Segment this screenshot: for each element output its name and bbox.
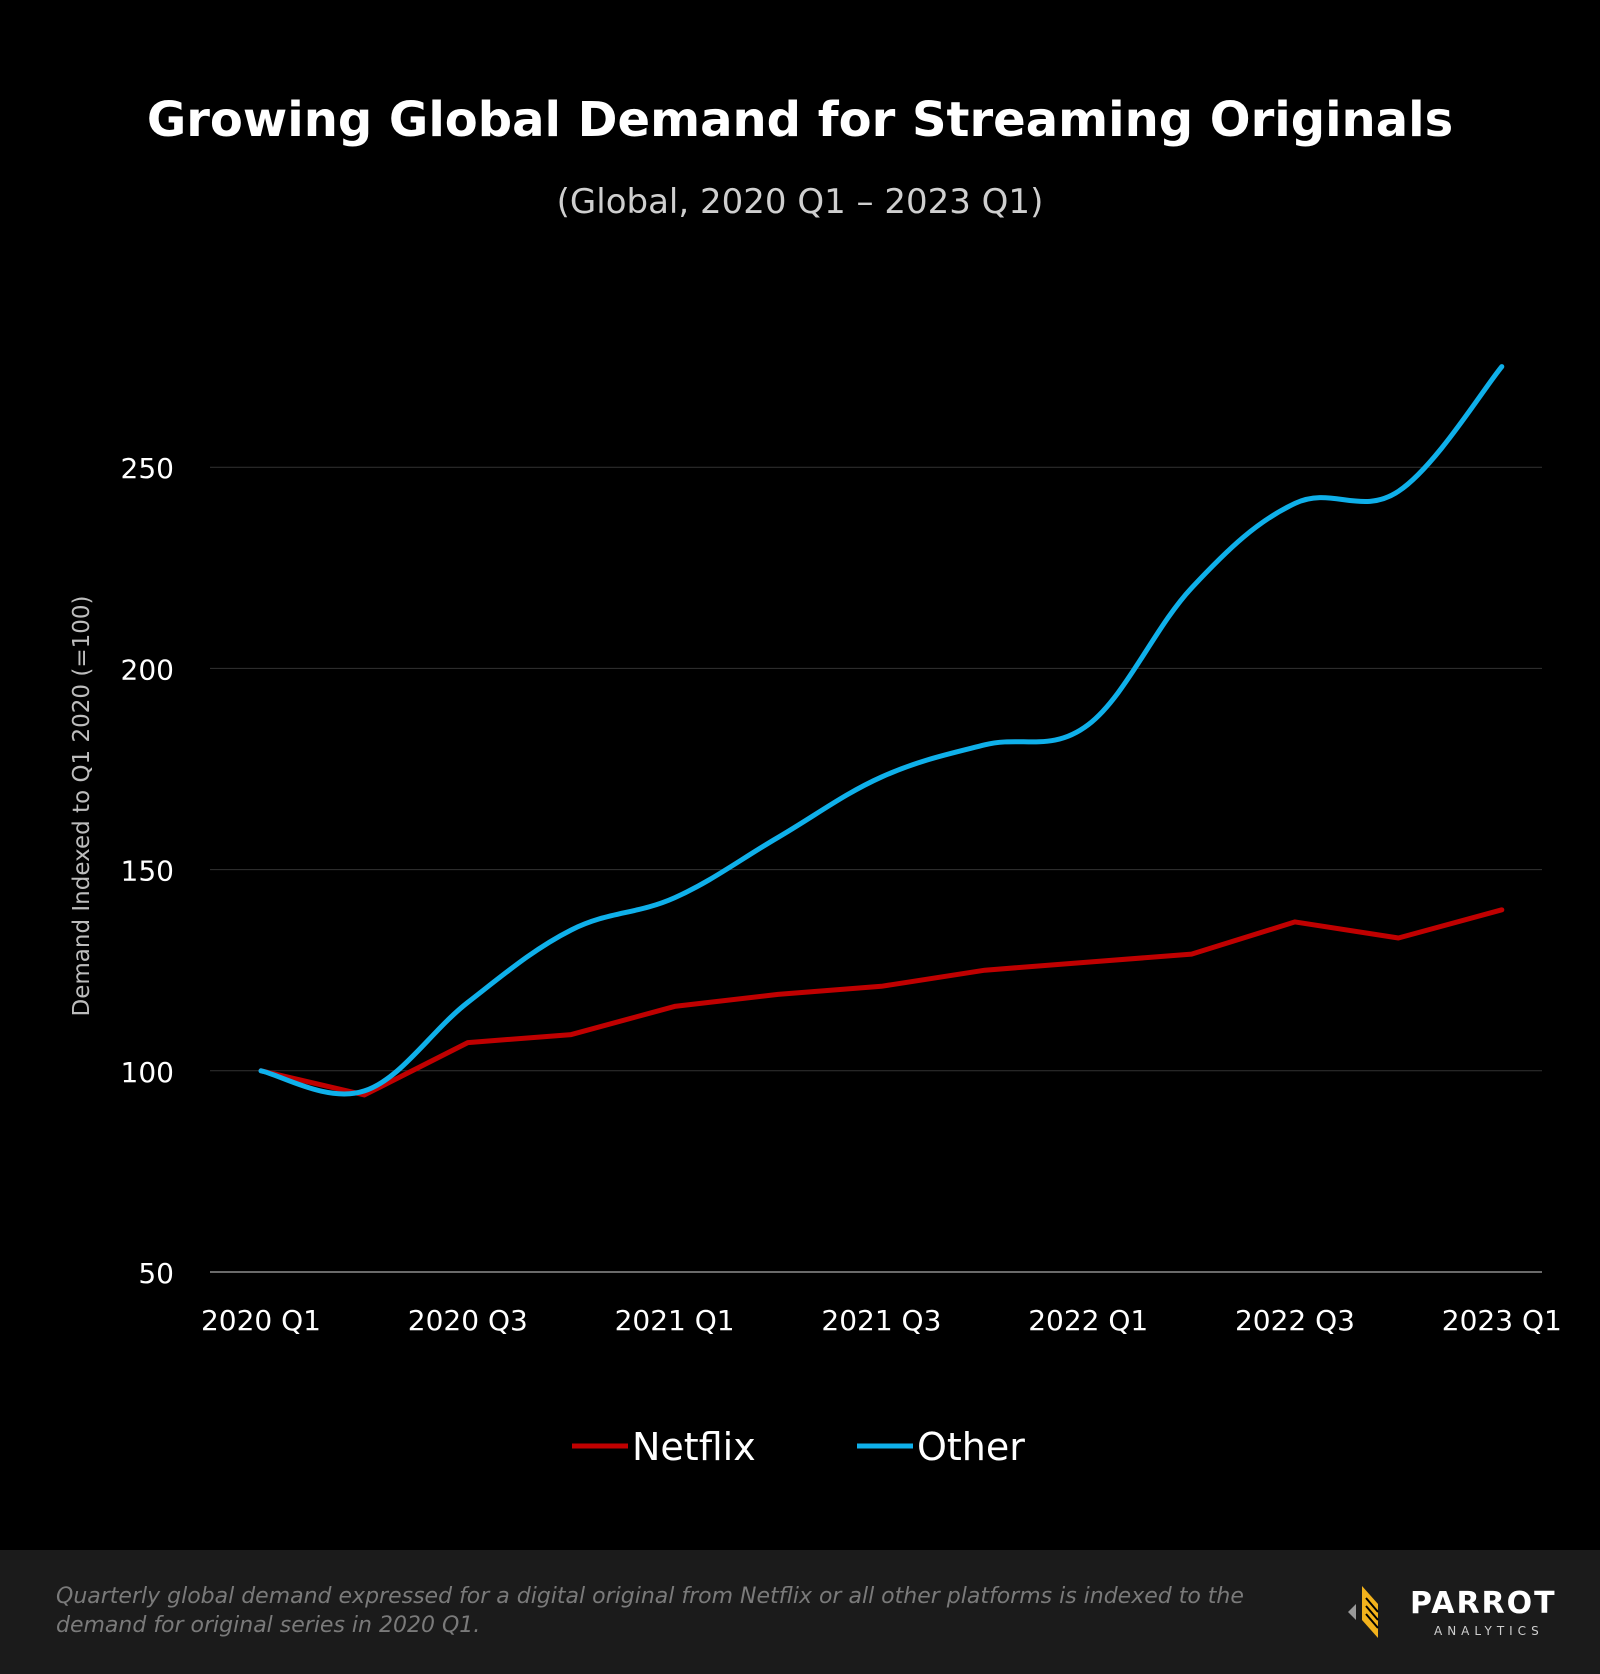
parrot-analytics-logo: PARROT ANALYTICS: [1338, 1580, 1555, 1644]
legend-netflix-label: Netflix: [632, 1425, 756, 1469]
line-chart: 50 100 150 200 250 2020 Q1 2020 Q3 2021 Q1 2021…: [69, 364, 1562, 1469]
x-tick-label: 2020 Q1: [201, 1304, 321, 1337]
x-tick-label: 2021 Q3: [821, 1304, 941, 1337]
y-tick-label: 250: [121, 452, 174, 485]
x-tick-label: 2022 Q3: [1235, 1304, 1355, 1337]
x-tick-label: 2020 Q3: [408, 1304, 528, 1337]
x-tick-label: 2023 Q1: [1442, 1304, 1562, 1337]
x-tick-labels: 2020 Q1 2020 Q3 2021 Q1 2021 Q3 2022 Q1 2022 …: [201, 1304, 1562, 1337]
x-tick-label: 2022 Q1: [1028, 1304, 1148, 1337]
y-tick-labels: 50 100 150 200 250: [121, 452, 174, 1290]
series-line-netflix: [258, 907, 1505, 1098]
legend-other-label: Other: [917, 1425, 1025, 1469]
y-tick-label: 50: [138, 1257, 174, 1290]
footnote: Quarterly global demand expressed for a …: [56, 1584, 1244, 1638]
chart-title: Growing Global Demand for Streaming Orig…: [146, 92, 1454, 148]
x-tick-label: 2021 Q1: [615, 1304, 735, 1337]
y-tick-label: 200: [121, 653, 174, 686]
logo-subtitle: ANALYTICS: [1434, 1624, 1544, 1638]
gridlines: [210, 466, 1542, 1273]
legend: Netflix Other: [572, 1425, 1025, 1469]
series-lines: [258, 364, 1505, 1098]
y-axis-label: Demand Indexed to Q1 2020 (=100): [69, 596, 95, 1017]
y-tick-label: 100: [121, 1056, 174, 1089]
y-tick-label: 150: [121, 855, 174, 888]
chart-subtitle: (Global, 2020 Q1 – 2023 Q1): [556, 182, 1044, 222]
logo-name: PARROT: [1410, 1586, 1557, 1621]
footer-bar: Quarterly global demand expressed for a …: [0, 1550, 1600, 1674]
series-line-other: [258, 364, 1505, 1097]
parrot-logo-icon: [1348, 1586, 1379, 1638]
